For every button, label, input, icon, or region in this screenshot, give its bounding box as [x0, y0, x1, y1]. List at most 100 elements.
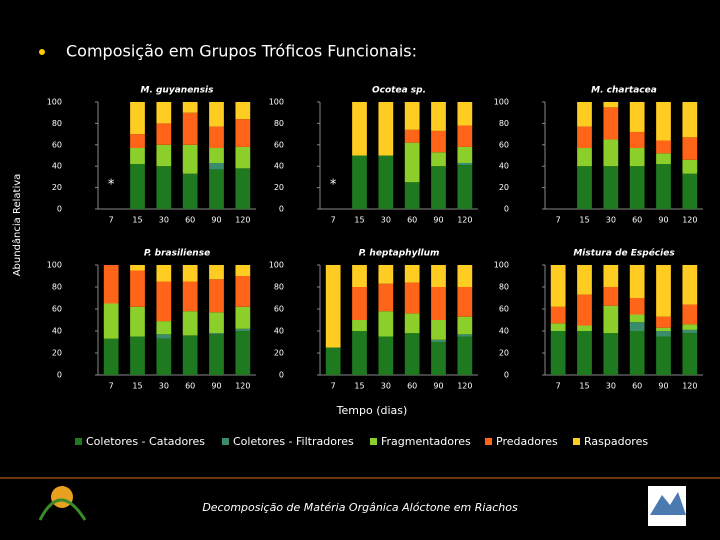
bar-segment: [156, 321, 172, 335]
bar-segment: [682, 137, 698, 160]
x-tick-label: 7: [556, 216, 561, 225]
bar-segment: [352, 155, 367, 209]
bar-segment: [378, 155, 394, 209]
bar-segment: [629, 322, 645, 331]
legend-swatch: [485, 438, 492, 445]
bar-segment: [209, 279, 224, 313]
bar-segment: [629, 298, 645, 315]
y-tick-label: 40: [52, 327, 62, 336]
bar-segment: [431, 166, 446, 209]
bar-segment: [550, 331, 566, 375]
x-tick-label: 30: [159, 382, 169, 391]
bar-segment: [431, 130, 446, 153]
bar-segment: [182, 281, 198, 312]
bar-segment: [404, 129, 420, 143]
y-tick-label: 60: [52, 305, 62, 314]
chart-title: Mistura de Espécies: [573, 248, 675, 259]
x-tick-label: 90: [658, 216, 668, 225]
bar-segment: [209, 126, 224, 149]
bar-segment: [156, 102, 172, 124]
bar-segment: [682, 102, 698, 138]
bar-segment: [629, 265, 645, 298]
bar-segment: [682, 173, 698, 209]
bar-segment: [550, 306, 566, 324]
y-tick-label: 100: [494, 261, 509, 270]
y-tick-label: 100: [494, 98, 509, 107]
bar-segment: [682, 304, 698, 325]
x-tick-label: 60: [632, 216, 642, 225]
bar-segment: [235, 102, 251, 120]
x-tick-label: 90: [658, 382, 668, 391]
bar-segment: [404, 142, 420, 183]
bar-segment: [378, 311, 394, 337]
bar-segment: [603, 107, 619, 140]
y-tick-label: 80: [274, 283, 284, 292]
x-tick-label: 15: [579, 216, 589, 225]
bar-segment: [457, 165, 473, 209]
x-tick-label: 120: [457, 216, 472, 225]
bar-segment: [130, 265, 145, 271]
y-tick-label: 0: [504, 205, 509, 214]
x-tick-label: 60: [185, 216, 195, 225]
bar-segment: [577, 265, 592, 295]
bar-segment: [103, 265, 119, 304]
y-tick-label: 80: [499, 283, 509, 292]
bar-segment: [577, 331, 592, 375]
bar-segment: [603, 265, 619, 287]
bar-segment: [378, 102, 394, 156]
bar-segment: [457, 102, 473, 126]
y-tick-label: 0: [57, 371, 62, 380]
y-tick-label: 60: [52, 140, 62, 149]
bar-segment: [404, 282, 420, 314]
x-tick-label: 7: [331, 216, 336, 225]
logo-left: [38, 486, 87, 521]
bar-segment: [457, 316, 473, 335]
legend-swatch: [222, 438, 229, 445]
bar-segment: [457, 125, 473, 147]
x-tick-label: 120: [457, 382, 472, 391]
x-tick-label: 30: [159, 216, 169, 225]
bar-segment: [209, 148, 224, 163]
x-tick-label: 30: [381, 382, 391, 391]
bar-segment: [209, 102, 224, 127]
y-tick-label: 0: [57, 205, 62, 214]
bar-segment: [352, 102, 367, 156]
bar-segment: [182, 311, 198, 336]
x-tick-label: 15: [132, 382, 142, 391]
y-tick-label: 60: [274, 305, 284, 314]
bar-segment: [130, 306, 145, 337]
bar-segment: [431, 102, 446, 131]
legend-swatch: [75, 438, 82, 445]
bar-segment: [577, 166, 592, 209]
legend-label: Fragmentadores: [381, 435, 471, 448]
bar-segment: [656, 265, 671, 317]
bar-segment: [182, 102, 198, 113]
bar-segment: [156, 338, 172, 375]
x-tick-label: 120: [235, 382, 250, 391]
y-tick-label: 80: [52, 119, 62, 128]
legend-swatch: [370, 438, 377, 445]
slide-title: Composição em Grupos Tróficos Funcionais…: [66, 42, 417, 61]
y-axis-label: Abundância Relativa: [11, 174, 23, 277]
bar-segment: [656, 140, 671, 154]
bar-segment: [352, 320, 367, 331]
bar-segment: [656, 153, 671, 165]
bar-segment: [577, 294, 592, 326]
legend-swatch: [573, 438, 580, 445]
bar-segment: [577, 126, 592, 149]
bar-segment: [629, 314, 645, 323]
bar-segment: [209, 162, 224, 170]
legend-label: Predadores: [496, 435, 558, 448]
bar-segment: [603, 333, 619, 375]
x-tick-label: 90: [433, 382, 443, 391]
x-tick-label: 15: [579, 382, 589, 391]
bar-segment: [182, 335, 198, 375]
y-tick-label: 60: [499, 305, 509, 314]
bar-segment: [209, 312, 224, 334]
y-tick-label: 60: [274, 140, 284, 149]
bar-segment: [182, 265, 198, 282]
legend-label: Coletores - Filtradores: [233, 435, 354, 448]
bar-segment: [156, 265, 172, 282]
bar-segment: [603, 139, 619, 167]
